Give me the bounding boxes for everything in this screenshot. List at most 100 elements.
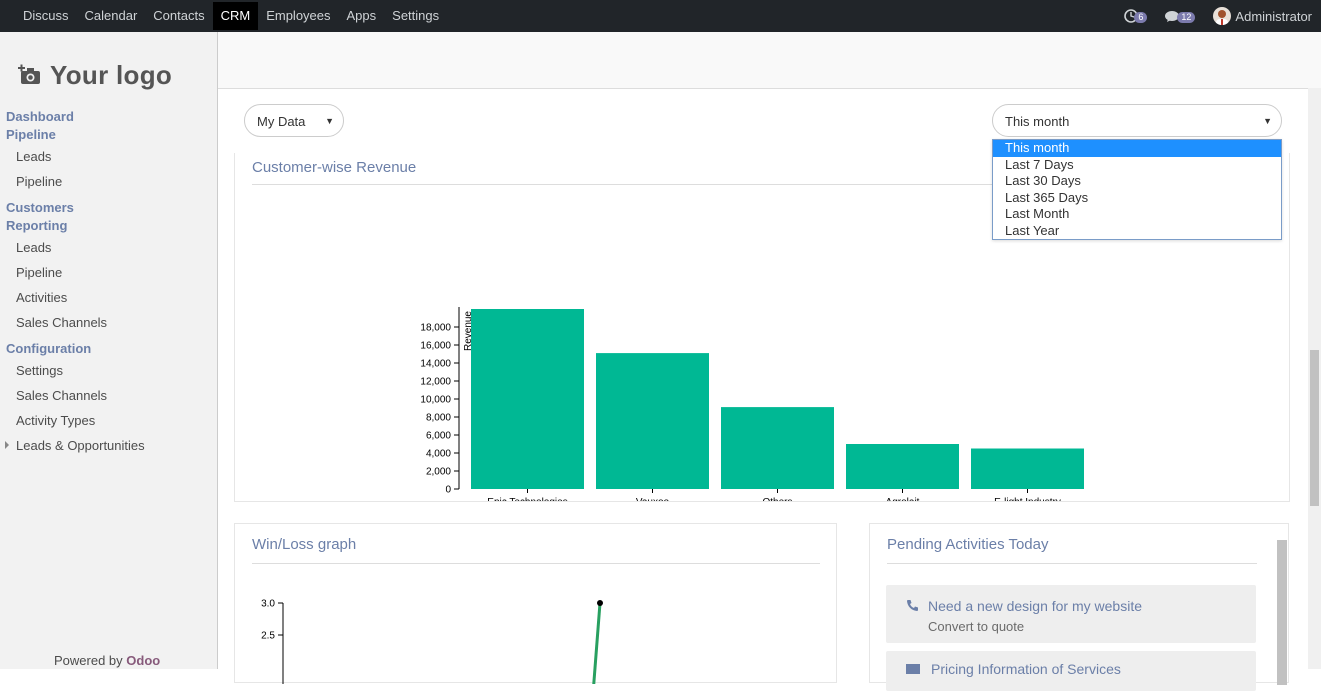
user-menu[interactable]: Administrator (1213, 7, 1312, 25)
panel-title: Customer-wise Revenue (252, 159, 417, 176)
menu-item-crm[interactable]: CRM (212, 2, 259, 30)
period-option[interactable]: Last 7 Days (1005, 156, 1074, 172)
winloss-line-chart: 2.5 3.0 (261, 599, 603, 684)
menu-item-apps[interactable]: Apps (346, 8, 377, 23)
menu-item-discuss[interactable]: Discuss (23, 8, 69, 23)
sidebar-item-sales-channels[interactable]: Sales Channels (16, 315, 108, 330)
y-tick-label: 4,000 (426, 449, 451, 460)
phone-icon (907, 600, 918, 611)
activity-item[interactable]: Pricing Information of Services (886, 651, 1256, 691)
panel-divider (252, 184, 1272, 185)
menu-item-employees[interactable]: Employees (266, 8, 331, 23)
y-axis-label: Revenue (463, 311, 474, 351)
sidebar-section-dashboard[interactable]: Dashboard (6, 109, 74, 124)
logo-text: Your logo (50, 59, 173, 90)
sidebar-item-settings[interactable]: Settings (16, 363, 63, 378)
sidebar-section-pipeline[interactable]: Pipeline (6, 127, 56, 142)
sidebar-section-reporting[interactable]: Reporting (6, 218, 68, 233)
y-tick-label: 10,000 (420, 395, 451, 406)
sidebar: Your logo Dashboard Pipeline Leads Pipeline… (0, 32, 218, 669)
sidebar-item-activity-types[interactable]: Activity Types (16, 413, 96, 428)
bar (721, 407, 834, 489)
main-menu: Discuss Calendar Contacts CRM Employees Apps S… (15, 0, 447, 32)
user-name: Administrator (1235, 8, 1312, 24)
y-tick-label: 3.0 (261, 599, 275, 610)
period-dropdown-list: This month Last 7 Days Last 30 Days Last 36… (992, 139, 1282, 240)
y-tick-label: 6,000 (426, 431, 451, 442)
dropdown-arrow-icon: ▼ (325, 116, 334, 126)
activity-title: Need a new design for my website (928, 598, 1142, 614)
sidebar-item-sales-channels[interactable]: Sales Channels (16, 388, 108, 403)
x-tick-label: Epic Technologies (487, 497, 567, 501)
sidebar-item-pipeline[interactable]: Pipeline (16, 265, 63, 280)
company-logo[interactable]: Your logo (18, 50, 198, 100)
activities-scrollbar[interactable] (1277, 540, 1287, 685)
x-tick-label: E-light Industry (994, 497, 1061, 501)
bar (846, 444, 959, 489)
sidebar-item-leads[interactable]: Leads (16, 149, 52, 164)
avatar (1213, 7, 1232, 25)
data-point (597, 600, 603, 606)
y-tick-label: 0 (445, 485, 451, 496)
x-tick-label: Agrolait (886, 497, 920, 501)
activity-item[interactable]: Need a new design for my website Convert… (886, 585, 1256, 643)
systray: 6 12 Administrator (1124, 0, 1312, 32)
menu-item-contacts[interactable]: Contacts (153, 8, 205, 23)
y-tick-label: 2,000 (426, 467, 451, 478)
sidebar-item-activities[interactable]: Activities (16, 290, 68, 305)
data-scope-value: My Data (257, 114, 306, 129)
sidebar-item-label: Leads & Opportunities (16, 438, 145, 453)
activity-count-badge: 6 (1134, 11, 1148, 23)
series-line (592, 602, 602, 684)
y-tick-label: 16,000 (420, 341, 451, 352)
dropdown-arrow-icon: ▼ (1263, 116, 1272, 126)
chat-bubbles-icon (1165, 10, 1180, 22)
odoo-link[interactable]: Odoo (126, 653, 161, 668)
panel-divider (252, 563, 820, 564)
period-option[interactable]: This month (993, 140, 1281, 157)
menu-item-settings[interactable]: Settings (392, 8, 440, 23)
panel-title: Pending Activities Today (887, 536, 1049, 553)
activity-subtitle: Convert to quote (928, 619, 1025, 634)
powered-by-label: Powered by (54, 653, 123, 668)
sidebar-item-leads-opportunities[interactable]: Leads & Opportunities (0, 433, 217, 458)
sidebar-section-customers[interactable]: Customers (6, 200, 74, 215)
messaging-menu[interactable]: 12 (1165, 10, 1199, 23)
pending-activities-panel: Pending Activities Today Need a new desi… (869, 523, 1289, 691)
bar (471, 309, 584, 489)
period-value: This month (1005, 114, 1070, 129)
y-tick-label: 2.5 (261, 631, 275, 642)
sidebar-nav: Dashboard Pipeline Leads Pipeline Customers R… (0, 108, 217, 458)
period-option[interactable]: Last Month (1005, 206, 1070, 222)
activity-title: Pricing Information of Services (931, 661, 1121, 677)
camera-plus-icon (18, 64, 40, 84)
y-tick-label: 12,000 (420, 377, 451, 388)
y-tick-label: 18,000 (420, 323, 451, 334)
period-option[interactable]: Last 365 Days (1005, 189, 1089, 205)
top-navbar: Discuss Calendar Contacts CRM Employees Apps S… (0, 0, 1321, 33)
panel-divider (887, 563, 1257, 564)
bar (596, 353, 709, 489)
x-tick-label: Vauxoo (636, 497, 670, 501)
page-scrollbar-thumb[interactable] (1310, 350, 1319, 506)
bar (971, 448, 1084, 489)
period-select[interactable]: This month ▼ (992, 104, 1282, 137)
x-tick-label: Others (762, 497, 792, 501)
y-tick-label: 8,000 (426, 413, 451, 424)
sidebar-item-leads[interactable]: Leads (16, 240, 52, 255)
panel-title: Win/Loss graph (252, 536, 357, 553)
activity-menu[interactable]: 6 (1124, 9, 1151, 23)
period-option[interactable]: Last Year (1005, 222, 1060, 238)
sidebar-section-configuration[interactable]: Configuration (6, 341, 92, 356)
menu-item-calendar[interactable]: Calendar (84, 8, 138, 23)
revenue-bar-chart: 0 2,000 4,000 6,000 8,000 10,000 12,000 14,000 1… (420, 307, 1084, 501)
period-option[interactable]: Last 30 Days (1005, 173, 1081, 189)
message-count-badge: 12 (1177, 11, 1196, 23)
control-panel (218, 32, 1321, 89)
powered-by: Powered by Odoo (54, 653, 160, 668)
winloss-panel: Win/Loss graph 2.5 3.0 (234, 523, 837, 684)
y-tick-label: 14,000 (420, 359, 451, 370)
sidebar-item-pipeline[interactable]: Pipeline (16, 174, 63, 189)
data-scope-select[interactable]: My Data ▼ (244, 104, 344, 137)
caret-right-icon (5, 441, 9, 449)
